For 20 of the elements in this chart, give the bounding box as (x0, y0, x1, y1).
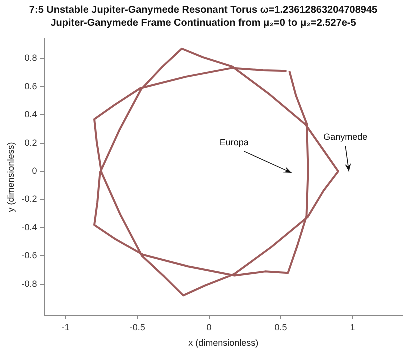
annotation: Ganymede (324, 132, 368, 142)
chart-subtitle: Jupiter-Ganymede Frame Continuation from μ₂=0 to μ₂=2.527e-5 (50, 18, 357, 29)
y-tick-label: 0.6 (24, 81, 38, 92)
y-tick-label: -0.2 (22, 194, 38, 204)
x-tick-label: -1 (62, 322, 70, 332)
chart-title: 7:5 Unstable Jupiter-Ganymede Resonant Torus ω=1.23612863204708945 (29, 4, 378, 16)
x-tick-label: 0 (206, 322, 212, 332)
y-tick-label: -0.8 (22, 278, 38, 289)
annotation: Europa (220, 138, 249, 148)
y-tick-label: -0.4 (22, 222, 38, 232)
x-tick-label: 0.5 (274, 322, 288, 332)
y-tick-label: -0.6 (22, 250, 38, 261)
y-tick-label: 0.4 (24, 110, 38, 120)
y-tick-label: 0 (32, 166, 38, 176)
x-tick-label: -0.5 (130, 322, 146, 332)
y-tick-label: 0.2 (24, 138, 38, 148)
x-tick-label: 1 (350, 322, 356, 332)
y-tick-label: 0.8 (24, 53, 38, 64)
x-axis-title: x (dimensionless) (188, 338, 259, 348)
y-axis-title: y (dimensionless) (6, 142, 16, 212)
